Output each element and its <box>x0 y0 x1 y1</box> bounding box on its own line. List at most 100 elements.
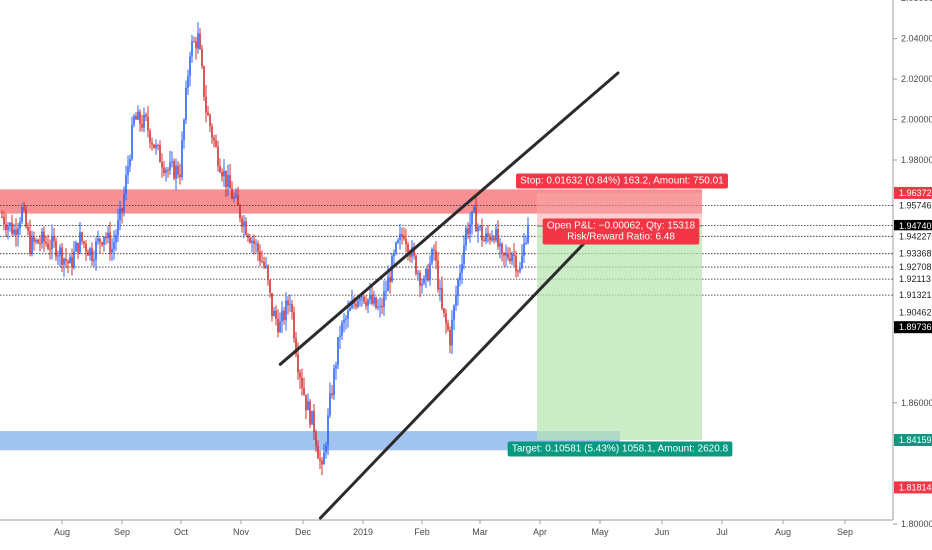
candle-body <box>81 232 83 242</box>
price-tag-label: 1.84159 <box>899 435 932 445</box>
candle-body <box>361 296 363 299</box>
candle-body <box>437 260 439 290</box>
price-tag[interactable]: 1.90462 <box>894 306 932 319</box>
candle-body <box>143 114 145 128</box>
trend-line-0[interactable] <box>278 71 620 366</box>
candle-body <box>153 144 155 149</box>
support-zone[interactable] <box>0 431 620 451</box>
candle-body <box>483 240 485 242</box>
candle-body <box>521 255 523 269</box>
candle-body <box>387 277 389 292</box>
price-tag-label: 1.94227 <box>899 231 932 241</box>
candle-body <box>469 224 471 234</box>
candle-body <box>373 297 375 304</box>
candle-body <box>123 194 125 212</box>
price-tag-bg <box>894 261 932 274</box>
candle-body <box>149 130 151 143</box>
price-tag[interactable]: 1.94227 <box>894 230 932 243</box>
candle-body <box>377 306 379 309</box>
candle-body <box>345 318 347 320</box>
price-tag[interactable]: 1.93368 <box>894 247 932 260</box>
candle-body <box>157 144 159 146</box>
candle-body <box>91 248 93 261</box>
candle-body <box>279 321 281 333</box>
y-tick-label: 1.80000 <box>901 519 932 529</box>
price-tag-bg <box>894 219 932 232</box>
candle-body <box>183 119 185 140</box>
candle-body <box>527 225 529 243</box>
candle-body <box>317 446 319 459</box>
candle-body <box>63 258 65 265</box>
price-tag[interactable]: 1.89736 <box>894 321 932 334</box>
candle-body <box>291 304 293 312</box>
candle-body <box>215 140 217 147</box>
price-tag-label: 1.89736 <box>899 322 932 332</box>
trend-line-1[interactable] <box>318 227 600 520</box>
price-axis[interactable]: 2.06000 2.04000 2.02000 2.00000 1.98000 1.860… <box>892 0 932 529</box>
candle-body <box>427 268 429 281</box>
candle-body <box>519 268 521 272</box>
candle-body <box>289 304 291 306</box>
price-tag[interactable]: 1.95746 <box>894 199 932 212</box>
candle-body <box>169 162 171 171</box>
candle-body <box>221 172 223 177</box>
target-label[interactable]: Target: 0.10581 (5.43%) 1058.1, Amount: … <box>507 441 733 457</box>
candle-body <box>477 226 479 232</box>
reward-box[interactable] <box>537 225 702 440</box>
time-axis[interactable]: Aug Sep Oct Nov Dec 2019 Feb Mar Apr May Jun Jul Aug… <box>0 519 893 537</box>
candle-body <box>251 240 253 243</box>
price-tag-bg <box>894 289 932 302</box>
candle-body <box>417 272 419 274</box>
candle-body <box>7 225 9 230</box>
candle-body <box>199 33 201 49</box>
candle-body <box>27 226 29 231</box>
candle-body <box>355 304 357 307</box>
candles-layer <box>1 22 529 476</box>
candle-body <box>203 66 205 97</box>
open-pnl-label[interactable]: Open P&L: −0.00062, Qty: 15318Risk/Rewar… <box>542 218 700 245</box>
candle-body <box>341 322 343 336</box>
candle-body <box>351 301 353 308</box>
candle-body <box>439 287 441 290</box>
price-tag[interactable]: 1.96372 <box>894 186 932 199</box>
candle-body <box>233 197 235 199</box>
price-tag[interactable]: 1.91321 <box>894 289 932 302</box>
candle-body <box>425 268 427 278</box>
x-tick-label: Oct <box>174 527 189 537</box>
candle-body <box>509 258 511 262</box>
trend-lines-layer[interactable] <box>278 71 620 520</box>
price-tag[interactable]: 1.92708 <box>894 261 932 274</box>
price-tag[interactable]: 1.92113 <box>894 273 932 286</box>
candle-body <box>137 111 139 120</box>
candle-body <box>213 137 215 141</box>
candle-body <box>115 235 117 243</box>
price-tag[interactable]: 1.81814 <box>894 481 932 494</box>
stop-label[interactable]: Stop: 0.01632 (0.84%) 163.2, Amount: 750… <box>516 173 728 189</box>
candle-body <box>497 229 499 247</box>
candle-body <box>461 264 463 273</box>
candle-body <box>257 243 259 252</box>
candle-body <box>111 249 113 253</box>
candle-body <box>321 460 323 465</box>
candle-body <box>413 246 415 256</box>
price-tag[interactable]: 1.94740 <box>894 219 932 232</box>
candle-body <box>101 242 103 245</box>
candle-body <box>237 195 239 206</box>
candle-body <box>455 295 457 306</box>
price-tag-bg <box>894 273 932 286</box>
x-tick-label: May <box>591 527 609 537</box>
candle-body <box>431 249 433 264</box>
price-tag-bg <box>894 199 932 212</box>
candle-body <box>17 228 19 235</box>
candle-body <box>45 241 47 244</box>
price-tag-label: 1.92113 <box>899 274 931 284</box>
candle-body <box>145 114 147 117</box>
price-tag[interactable]: 1.84159 <box>894 434 932 446</box>
price-tag-label: 1.92708 <box>899 262 932 272</box>
candle-body <box>385 291 387 293</box>
candle-body <box>515 255 517 272</box>
candle-body <box>349 307 351 311</box>
candle-body <box>167 169 169 171</box>
